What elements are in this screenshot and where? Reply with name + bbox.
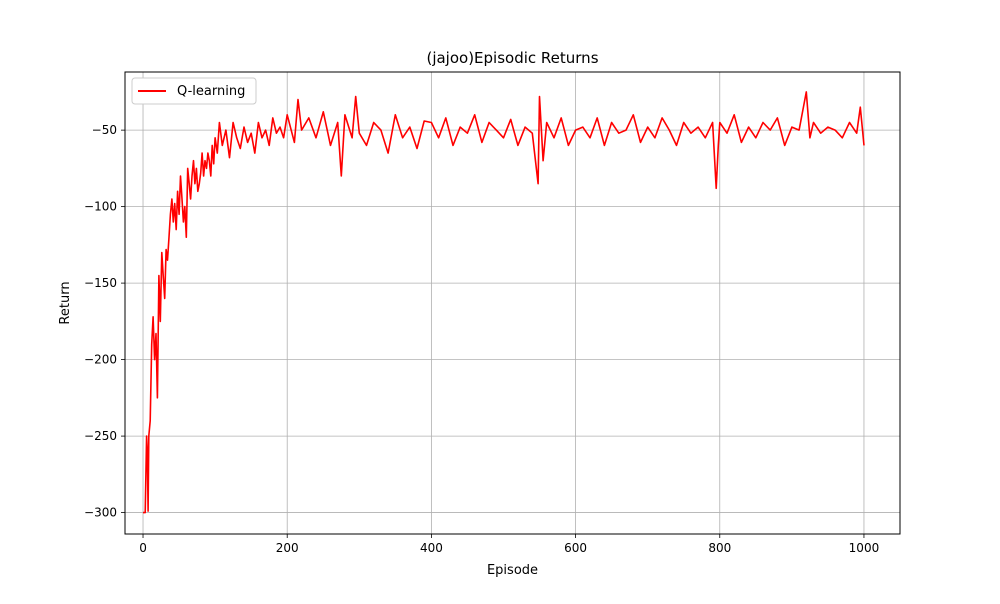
x-tick-label: 800 (708, 541, 731, 555)
x-tick-label: 0 (139, 541, 147, 555)
plot-area (124, 71, 901, 535)
y-axis: −300 −250 −200 −150 −100 −50 (84, 123, 125, 520)
y-tick-label: −200 (84, 353, 117, 367)
y-axis-label: Return (58, 281, 73, 324)
legend-box (131, 77, 257, 105)
y-tick-label: −250 (84, 429, 117, 443)
legend-label: Q-learning (177, 84, 245, 99)
x-axis-label: Episode (487, 563, 538, 578)
x-tick-label: 600 (564, 541, 587, 555)
x-tick-label: 1000 (849, 541, 880, 555)
x-tick-label: 200 (276, 541, 299, 555)
y-tick-label: −300 (84, 506, 117, 520)
legend: Q-learning (131, 77, 257, 105)
x-tick-label: 400 (420, 541, 443, 555)
chart-title: (jajoo)Episodic Returns (426, 49, 598, 67)
y-tick-label: −100 (84, 200, 117, 214)
grid-lines (125, 72, 900, 534)
y-tick-label: −150 (84, 276, 117, 290)
y-tick-label: −50 (92, 123, 117, 137)
series-line-q-learning (143, 91, 865, 514)
x-axis: 0 200 400 600 800 1000 (139, 534, 879, 555)
